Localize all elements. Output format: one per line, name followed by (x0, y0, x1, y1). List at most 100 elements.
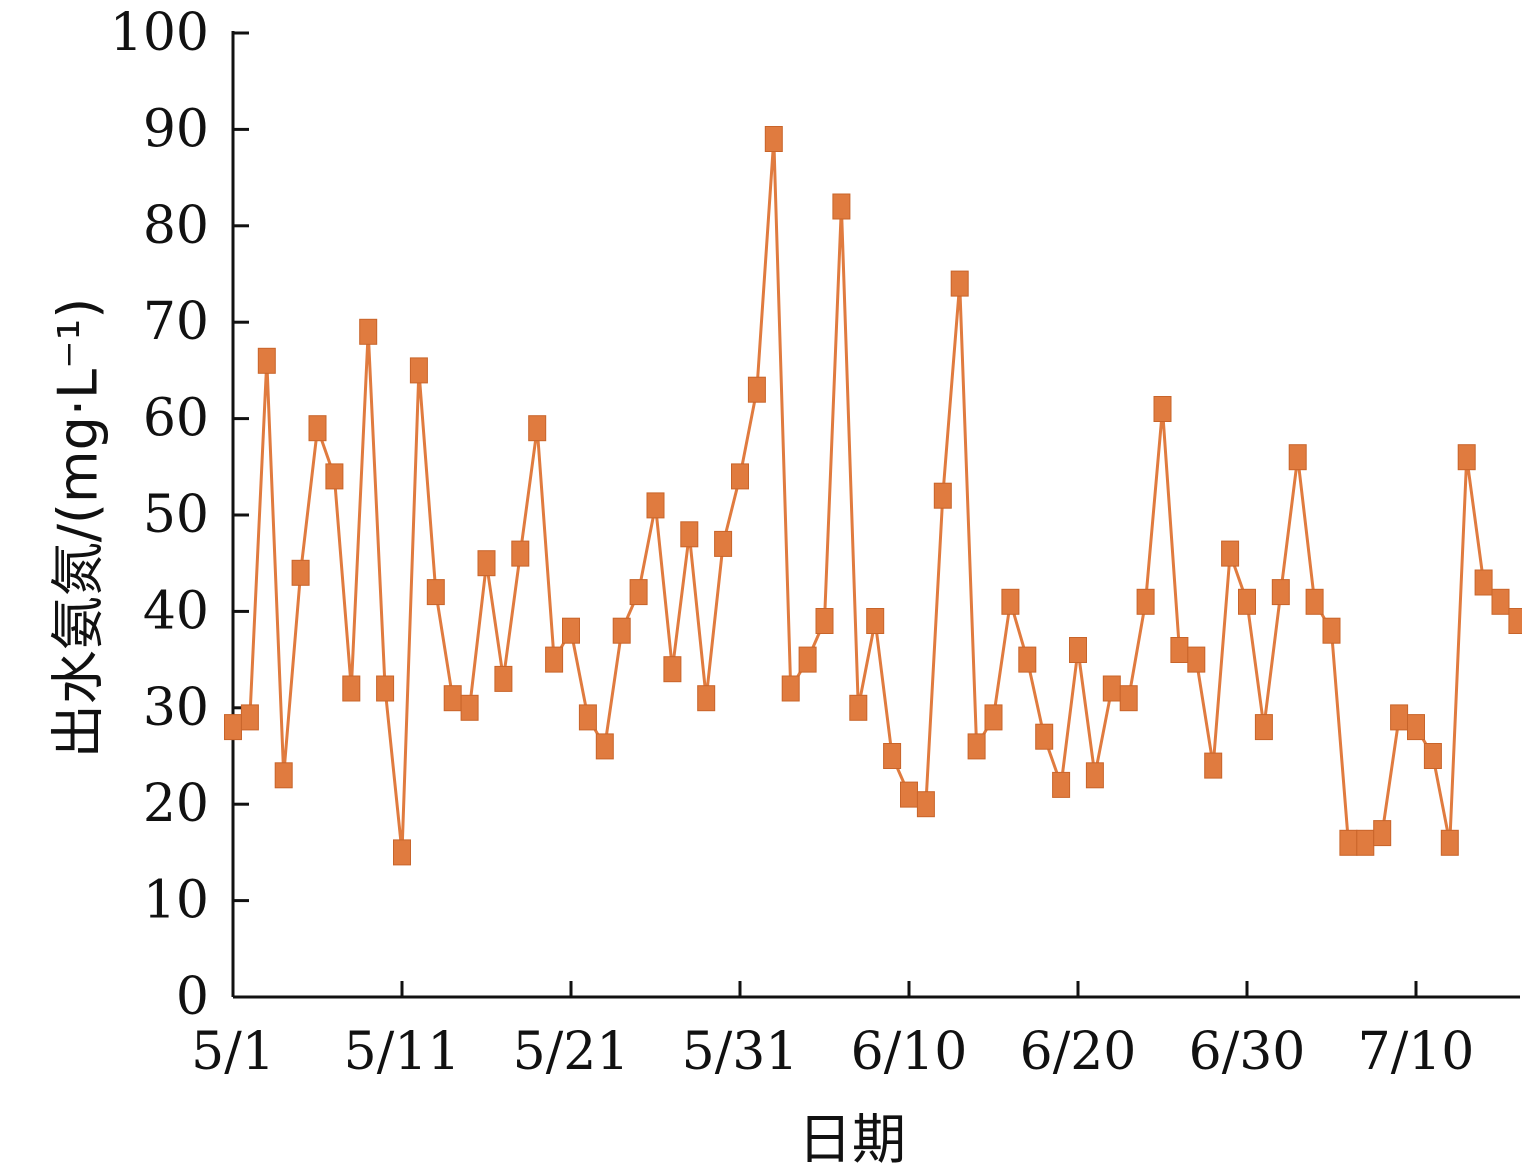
data-point-marker (1035, 723, 1054, 750)
data-point-marker (815, 608, 834, 634)
data-point-marker (1102, 675, 1121, 702)
data-point-marker (900, 781, 918, 808)
data-point-marker (1119, 685, 1138, 712)
y-tick-label: 10 (143, 871, 209, 931)
data-point-marker (1407, 714, 1425, 741)
data-point-marker (460, 694, 479, 721)
data-point-marker (1170, 637, 1189, 663)
x-axis-title: 日期 (798, 1108, 906, 1170)
data-point-marker (528, 415, 547, 442)
data-point-marker (1491, 588, 1510, 615)
y-axis: 0 10 20 30 40 50 60 70 80 90 100 (110, 3, 249, 1027)
x-tick-label: 5/21 (513, 1022, 630, 1082)
data-point-marker (933, 482, 952, 509)
series-line (232, 137, 1519, 854)
data-point-marker (578, 704, 597, 731)
data-point-marker (663, 656, 682, 683)
y-tick-label: 30 (143, 678, 209, 738)
y-tick-label: 80 (143, 196, 209, 256)
data-point-marker (274, 762, 293, 789)
data-point-marker (1153, 396, 1172, 422)
data-point-marker (984, 704, 1003, 731)
data-point-marker (781, 675, 800, 702)
data-point-marker (511, 540, 530, 567)
data-point-marker (916, 791, 935, 818)
data-point-marker (697, 685, 716, 712)
data-point-marker (629, 579, 648, 606)
y-tick-label: 100 (110, 3, 209, 63)
data-point-marker (1322, 617, 1341, 644)
data-point-marker (1390, 704, 1409, 731)
data-point-marker (849, 694, 868, 721)
data-point-marker (376, 675, 395, 702)
data-point-marker (1440, 829, 1459, 856)
data-point-marker (325, 463, 344, 490)
data-point-marker (1136, 588, 1155, 615)
data-point-marker (1271, 579, 1290, 606)
data-point-marker (1373, 820, 1392, 847)
data-point-marker (1508, 608, 1522, 634)
data-point-marker (883, 743, 902, 769)
data-point-marker (393, 839, 411, 866)
data-point-marker (731, 463, 749, 490)
data-point-marker (1305, 588, 1324, 615)
data-point-marker (1187, 646, 1206, 673)
data-point-marker (595, 733, 614, 760)
data-point-marker (612, 617, 631, 644)
data-point-marker (714, 530, 733, 557)
data-point-marker (291, 559, 310, 586)
data-point-marker (832, 193, 851, 220)
data-point-marker (409, 357, 428, 384)
data-point-marker (646, 492, 665, 519)
y-tick-label: 20 (143, 774, 209, 834)
x-tick-label: 6/30 (1189, 1022, 1306, 1082)
data-point-marker (866, 608, 885, 634)
data-point-marker (764, 126, 783, 152)
data-point-marker (1204, 752, 1223, 779)
x-tick-label: 7/10 (1358, 1022, 1475, 1082)
data-point-marker (1356, 829, 1375, 856)
y-axis-title: 出水氨氮/(mg·L⁻¹) (47, 298, 110, 759)
data-point-marker (1254, 714, 1273, 741)
data-point-marker (1001, 588, 1020, 615)
data-point-marker (1238, 588, 1256, 615)
data-point-marker (545, 646, 564, 673)
series-layer (224, 126, 1522, 866)
y-tick-label: 90 (143, 99, 209, 159)
data-point-marker (1474, 569, 1493, 596)
data-point-marker (477, 550, 496, 577)
data-point-marker (342, 675, 361, 702)
data-point-marker (1221, 540, 1240, 567)
y-tick-label: 60 (143, 389, 209, 449)
data-point-marker (494, 665, 513, 692)
data-point-marker (1085, 762, 1104, 789)
data-point-marker (1069, 637, 1087, 663)
data-point-marker (443, 685, 462, 712)
data-point-marker (798, 646, 817, 673)
data-point-marker (240, 704, 259, 731)
data-point-marker (1052, 771, 1071, 798)
data-point-marker (257, 347, 276, 374)
y-tick-label: 40 (143, 581, 209, 641)
data-point-marker (308, 415, 327, 442)
y-tick-label: 50 (143, 485, 209, 545)
data-point-marker (950, 270, 969, 297)
data-point-marker (359, 318, 378, 345)
data-point-marker (747, 376, 766, 403)
data-point-marker (1339, 829, 1358, 856)
data-point-marker (680, 521, 699, 548)
data-point-marker (1457, 444, 1476, 471)
data-point-marker (224, 714, 242, 741)
data-point-marker (967, 733, 986, 760)
data-point-marker (562, 617, 580, 644)
x-tick-label: 6/10 (851, 1022, 968, 1082)
data-point-marker (1288, 444, 1307, 471)
x-tick-label: 5/31 (682, 1022, 799, 1082)
data-point-marker (1018, 646, 1037, 673)
data-point-marker (1423, 743, 1442, 769)
y-tick-label: 0 (176, 967, 209, 1027)
x-tick-label: 6/20 (1020, 1022, 1137, 1082)
y-tick-label: 70 (143, 292, 209, 352)
x-axis: 5/1 5/11 5/21 5/31 6/10 6/20 6/30 7/10 (191, 981, 1520, 1082)
x-tick-label: 5/1 (191, 1022, 275, 1082)
